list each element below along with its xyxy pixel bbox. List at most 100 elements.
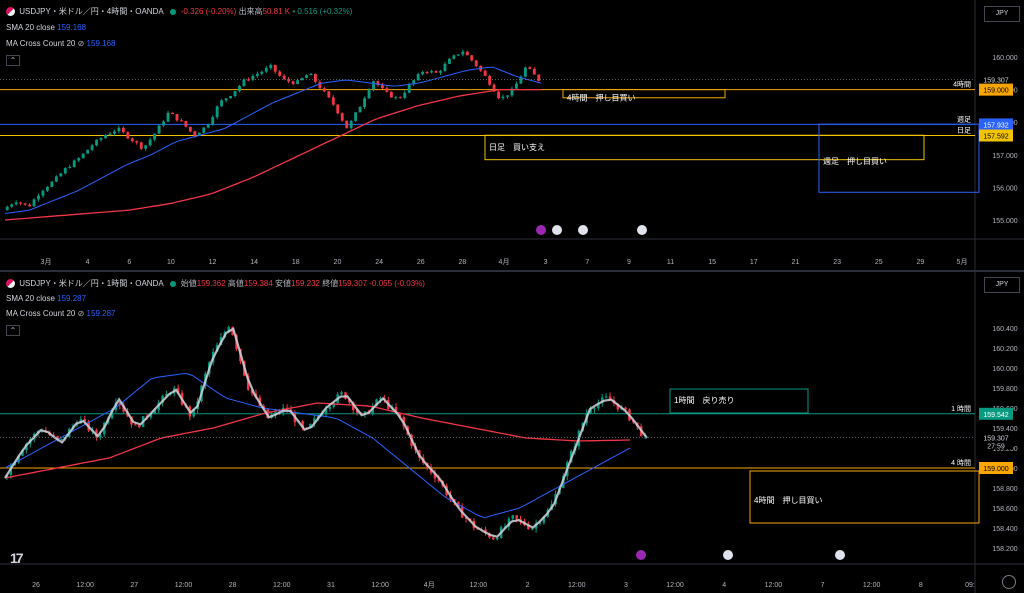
candle-body [389, 91, 393, 98]
candle-body [483, 70, 487, 76]
legend-title[interactable]: USDJPY・米ドル／円・1時間・OANDA [19, 279, 164, 288]
candle-body [322, 88, 326, 92]
candle-body [439, 70, 442, 73]
candle-body [497, 91, 500, 99]
candle-body [126, 132, 130, 139]
candle-body [264, 67, 268, 72]
chart-1h-canvas[interactable]: 160.400160.200160.000159.800159.600159.4… [0, 272, 1024, 593]
candle-body [113, 131, 116, 134]
tradingview-logo[interactable]: 17 [10, 550, 24, 566]
x-tick-label: 28 [458, 259, 466, 266]
level-name-daily: 日足 [957, 127, 971, 135]
legend-title[interactable]: USDJPY・米ドル／円・4時間・OANDA [19, 7, 164, 16]
candle-body [291, 81, 295, 85]
candle-body [495, 537, 499, 540]
close-label: 終値 [322, 279, 339, 288]
price-tag-current: 27:59 [987, 443, 1005, 450]
candle-body [135, 141, 139, 143]
candle-body [421, 72, 425, 75]
candle-body [430, 71, 433, 73]
price-tag-157592-bg [979, 129, 1013, 142]
y-tick-label: 155.000 [992, 218, 1017, 225]
settings-gear-icon[interactable] [1002, 575, 1016, 589]
event-lightning-icon [636, 550, 646, 560]
candle-body [161, 395, 164, 403]
candle-body [301, 421, 304, 428]
candle-body [247, 79, 250, 81]
candle-body [32, 199, 36, 207]
candle-body [507, 518, 511, 527]
level-name-4h: 4時間 [953, 81, 971, 89]
candle-body [108, 133, 112, 136]
legend-ma-row-bottom[interactable]: MA Cross Count 20 ⊘ 159.287 [6, 309, 115, 318]
chart-4h-canvas[interactable]: 160.000159.000158.000157.000156.000155.0… [0, 0, 1024, 270]
candle-body [83, 419, 87, 422]
candle-body [616, 403, 620, 410]
x-tick-label: 12:00 [273, 582, 291, 589]
box-daily-support [484, 134, 925, 161]
chart-pane-4h[interactable]: 160.000159.000158.000157.000156.000155.0… [0, 0, 1024, 272]
candle-body [537, 74, 541, 81]
price-tag-159-bg [979, 83, 1013, 96]
candle-body [215, 106, 219, 118]
candle-body [149, 414, 153, 418]
candle-body [90, 145, 94, 150]
candle-body [398, 413, 402, 417]
low-label: 安値 [275, 279, 292, 288]
legend-sma-row-bottom[interactable]: SMA 20 close 159.287 [6, 294, 86, 303]
x-tick-label: 31 [327, 582, 335, 589]
x-tick-label: 7 [821, 582, 825, 589]
candle-body [530, 528, 534, 530]
candle-body [367, 89, 371, 99]
y-tick-label: 160.000 [992, 366, 1017, 373]
candle-body [46, 186, 49, 191]
market-open-icon [169, 280, 176, 287]
hidden-eye-icon[interactable]: ⊘ [77, 309, 85, 318]
candle-body [327, 91, 331, 98]
candle-body [465, 51, 469, 56]
candle-body [527, 525, 530, 529]
box-weekly-buy [818, 123, 980, 193]
y-tick-label: 158.400 [992, 526, 1017, 533]
collapse-legend-button[interactable]: ⌃ [6, 325, 20, 336]
high-label: 高値 [227, 279, 244, 288]
collapse-legend-button[interactable]: ⌃ [6, 55, 20, 66]
x-tick-label: 3 [624, 582, 628, 589]
price-tag-159: 159.000 [983, 88, 1008, 95]
candle-body [340, 113, 344, 121]
candle-body [99, 434, 102, 438]
sma-label: SMA 20 close [6, 294, 55, 303]
candle-body [398, 97, 402, 99]
candle-body [488, 75, 492, 85]
legend-sma-row[interactable]: SMA 20 close 159.168 [6, 23, 86, 32]
candle-body [14, 202, 18, 205]
candle-body [63, 168, 67, 174]
candle-body [166, 112, 170, 122]
x-tick-label: 9 [627, 259, 631, 266]
currency-button-bottom[interactable]: JPY [984, 277, 1020, 293]
candle-body [99, 138, 103, 140]
x-tick-label: 4月 [499, 258, 510, 266]
x-tick-label: 12:00 [76, 582, 94, 589]
candle-body [144, 145, 148, 149]
x-tick-label: 12:00 [175, 582, 193, 589]
low-value: 159.232 [291, 279, 320, 288]
x-tick-label: 12:00 [568, 582, 586, 589]
candle-body [345, 120, 349, 129]
legend-change: -0.055 (-0.03%) [369, 279, 425, 288]
candle-body [231, 327, 234, 336]
candle-body [443, 63, 447, 71]
chart-pane-1h[interactable]: 160.400160.200160.000159.800159.600159.4… [0, 272, 1024, 593]
candle-body [255, 73, 259, 76]
x-tick-label: 12 [209, 259, 217, 266]
x-tick-label: 25 [875, 259, 883, 266]
price-tag-159: 159.000 [983, 466, 1008, 473]
candle-body [17, 455, 20, 463]
currency-button-top[interactable]: JPY [984, 6, 1020, 22]
hidden-eye-icon[interactable]: ⊘ [77, 39, 85, 48]
x-tick-label: 26 [417, 259, 425, 266]
candle-body [121, 127, 125, 133]
ma-cross-line [4, 402, 631, 479]
legend-ma-row[interactable]: MA Cross Count 20 ⊘ 159.168 [6, 39, 115, 48]
ma-label: MA Cross Count 20 [6, 39, 76, 48]
